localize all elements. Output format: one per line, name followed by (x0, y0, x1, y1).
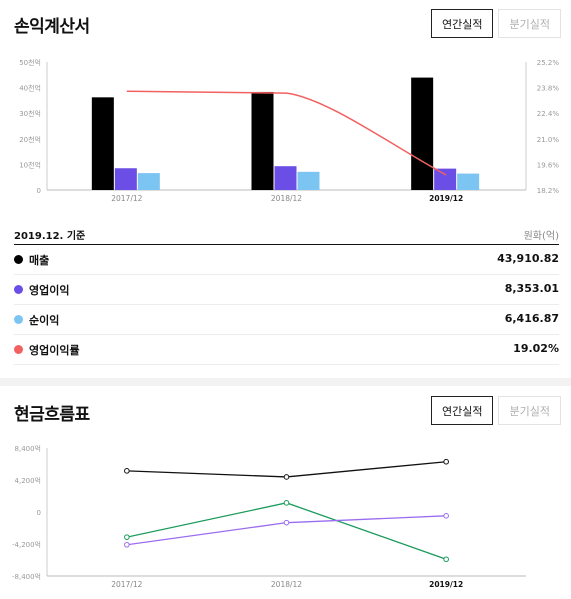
bar (91, 97, 114, 190)
bar (137, 173, 160, 190)
data-point (443, 556, 449, 563)
y2-tick-label: 22.4% (537, 110, 560, 118)
legend-row: 매출 43,910.82 (14, 245, 559, 275)
basis-date: 2019.12. 기준 (14, 231, 86, 242)
y2-tick-label: 25.2% (537, 59, 560, 67)
cashflow-annual-tab[interactable]: 연간실적 (431, 396, 494, 425)
legend-dot-icon (14, 315, 23, 324)
income-annual-tab[interactable]: 연간실적 (431, 9, 494, 38)
bar (411, 77, 434, 190)
income-chart: 0 10천억 20천억 30천억 40천억 50천억 18.2% 19.6% 21.0% 22.4… (19, 58, 560, 203)
bar (274, 166, 297, 190)
x-tick-label: 2017/12 (111, 194, 142, 203)
legend-dot-icon (14, 255, 23, 264)
y2-tick-label: 21.0% (537, 136, 560, 144)
income-statement-section: 손익계산서 연간실적 분기실적 0 10천억 20천억 30천억 40천억 50천억 18.… (14, 9, 566, 365)
legend-value: 8,353.01 (504, 282, 559, 295)
series-line-operating-margin (126, 90, 447, 176)
legend-value: 19.02% (513, 342, 559, 355)
legend-dot-icon (14, 345, 23, 354)
bar (251, 91, 274, 190)
data-point (124, 468, 130, 474)
cashflow-chart: 8,400억 4,200억 0 -4,200억 -8,400억 2017/12 2018/1… (12, 445, 526, 589)
y-tick-label: -4,200억 (12, 541, 41, 549)
y2-tick-label: 18.2% (537, 187, 560, 195)
income-quarterly-tab[interactable]: 분기실적 (498, 9, 561, 38)
data-point (443, 513, 449, 519)
income-statement-title: 손익계산서 (14, 17, 90, 37)
y2-tick-label: 23.8% (537, 85, 560, 93)
y-tick-label: 50천억 (19, 58, 41, 67)
y-tick-label: -8,400억 (12, 573, 41, 581)
x-tick-label: 2018/12 (271, 580, 302, 589)
data-point (443, 458, 449, 465)
y-tick-label: 0 (37, 187, 41, 195)
y2-tick-label: 19.6% (537, 161, 560, 169)
y-tick-label: 30천억 (19, 109, 41, 118)
data-point (124, 541, 130, 548)
cashflow-period-toggle: 연간실적 분기실적 (431, 396, 566, 425)
y-tick-label: 40천억 (19, 84, 41, 93)
x-tick-label: 2019/12 (429, 194, 463, 203)
data-point (283, 474, 290, 480)
data-point (283, 500, 290, 506)
legend-name: 영업이익률 (29, 344, 80, 357)
series-line (126, 502, 447, 560)
data-point (283, 519, 290, 526)
legend-name: 매출 (29, 254, 50, 267)
y-tick-label: 4,200억 (15, 477, 41, 485)
x-tick-label: 2018/12 (271, 194, 302, 203)
y-tick-label: 0 (37, 509, 41, 517)
legend-value: 6,416.87 (504, 312, 559, 325)
x-tick-label: 2019/12 (429, 580, 463, 589)
bar (457, 173, 480, 190)
legend-value: 43,910.82 (497, 252, 559, 265)
y-tick-label: 10천억 (19, 160, 41, 169)
legend-row: 순이익 6,416.87 (14, 305, 559, 335)
section-divider (0, 378, 571, 386)
legend-name: 순이익 (29, 314, 60, 327)
x-tick-label: 2017/12 (111, 580, 142, 589)
currency-unit: 원화(억) (523, 231, 559, 242)
cashflow-quarterly-tab[interactable]: 분기실적 (498, 396, 561, 425)
income-legend-header: 2019.12. 기준 원화(억) (14, 224, 559, 245)
bar (114, 168, 137, 190)
legend-row: 영업이익률 19.02% (14, 335, 559, 365)
cashflow-title: 현금흐름표 (14, 405, 90, 425)
legend-name: 영업이익 (29, 284, 70, 297)
legend-row: 영업이익 8,353.01 (14, 275, 559, 305)
cashflow-section: 현금흐름표 연간실적 분기실적 8,400억 4,200억 0 -4,200억 -8,4… (0, 386, 571, 599)
y-tick-label: 8,400억 (15, 445, 41, 453)
data-point (124, 534, 130, 540)
y-tick-label: 20천억 (19, 135, 41, 144)
bar (434, 168, 457, 190)
bar (297, 171, 320, 190)
income-period-toggle: 연간실적 분기실적 (431, 9, 566, 38)
legend-dot-icon (14, 285, 23, 294)
